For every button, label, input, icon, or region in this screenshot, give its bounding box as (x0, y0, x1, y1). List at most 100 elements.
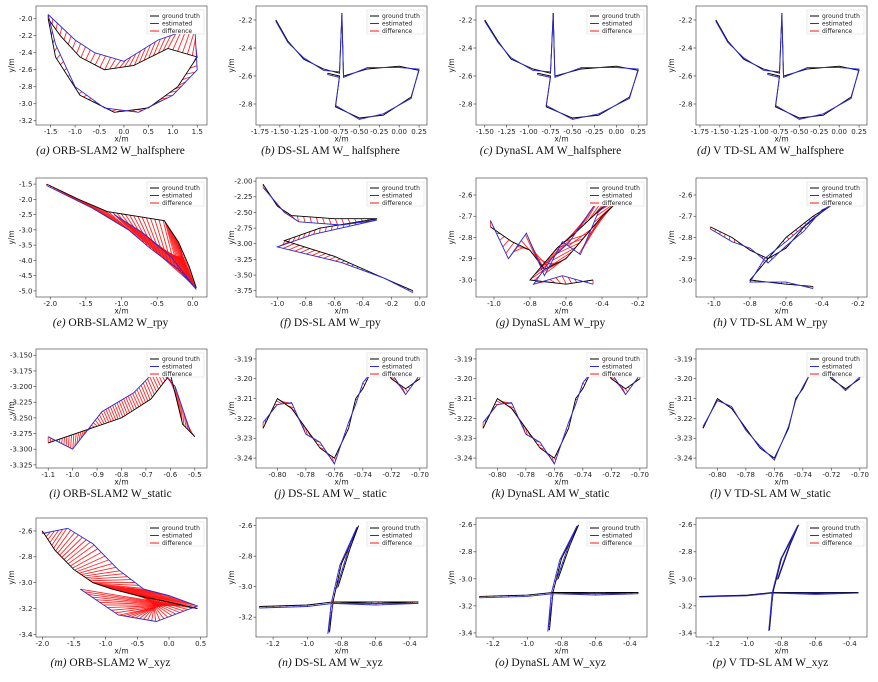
difference-segment (109, 406, 117, 421)
x-tick-label: -1.0 (707, 300, 721, 308)
y-axis-label: y/m (667, 230, 676, 244)
x-tick-label: -1.50 (271, 128, 289, 136)
caption-k: (k) DynaSL AM W_static (448, 488, 653, 500)
y-tick-label: -3.2 (19, 117, 33, 125)
difference-segment (499, 236, 505, 241)
legend-label-ground-truth: ground truth (822, 13, 860, 20)
difference-segment (45, 531, 51, 538)
x-tick-label: -0.2 (851, 300, 865, 308)
chart-panel-b: -1.75 -1.50 -1.25 -1.00 -0.75 -0.50 -0.25 0.00 0… (227, 0, 433, 163)
y-tick-label: -4.0 (19, 257, 33, 265)
y-tick-label: -3.22 (454, 415, 472, 423)
difference-segment (90, 579, 132, 582)
y-tick-label: -2.2 (459, 16, 473, 24)
difference-segment (129, 53, 137, 67)
x-axis-label: x/m (334, 478, 348, 487)
caption-text: V TD-SL AM W_rpy (729, 317, 828, 329)
y-axis-label: y/m (227, 570, 236, 584)
difference-segment (505, 242, 515, 254)
x-tick-label: -0.8 (775, 640, 789, 648)
x-tick-label: -0.4 (623, 640, 637, 648)
difference-segment (140, 385, 149, 402)
caption-text: DS-SL AM W_rpy (293, 317, 381, 329)
difference-segment (167, 33, 177, 49)
difference-segment (306, 249, 316, 255)
x-tick-label: -0.4 (843, 640, 857, 648)
difference-segment (341, 260, 345, 263)
difference-segment (76, 43, 81, 54)
legend-label-difference: difference (162, 540, 192, 547)
x-tick-label: -1.25 (731, 128, 749, 136)
x-tick-label: -1.0 (66, 471, 80, 479)
legend-label-ground-truth: ground truth (382, 185, 420, 192)
x-tick-label: -0.9 (90, 471, 104, 479)
x-tick-label: -1.00 (520, 128, 538, 136)
chart-panel-j: -0.80 -0.78 -0.76 -0.74 -0.72 -0.70 -3.19 -3.20… (227, 343, 433, 506)
x-tick-label: 0.0 (187, 300, 198, 308)
difference-segment (67, 435, 70, 448)
y-tick-label: -3.19 (454, 355, 472, 363)
x-tick-label: 0.25 (411, 128, 427, 136)
difference-segment (323, 254, 331, 259)
x-tick-label: -0.2 (631, 300, 645, 308)
caption-text: DynaSL AM W_rpy (512, 317, 606, 329)
caption-i: (i) ORB-SLAM2 W_static (8, 488, 213, 500)
difference-segment (121, 399, 128, 415)
x-tick-label: -0.72 (602, 471, 620, 479)
difference-segment (59, 27, 63, 36)
x-tick-label: -0.78 (737, 471, 755, 479)
x-tick-label: -1.0 (68, 128, 82, 136)
y-tick-label: -3.150 (10, 352, 33, 360)
trajectory-plot-k: -0.80 -0.78 -0.76 -0.74 -0.72 -0.70 -3.19 -3.20… (447, 348, 649, 487)
y-tick-label: -2.6 (459, 191, 473, 199)
trajectory-plot-e: -2.0 -1.5 -1.0 -0.5 0.0 -1.5 -2.0 -2.5 -3.0 -3.5 -… (7, 177, 208, 316)
x-tick-label: -1.00 (751, 128, 769, 136)
legend-label-difference: difference (382, 540, 412, 547)
difference-segment (61, 438, 63, 444)
x-tick-label: -1.0 (99, 640, 113, 648)
y-axis-label: y/m (667, 401, 676, 415)
caption-letter: (g) (495, 317, 510, 329)
difference-segment (114, 60, 122, 69)
y-tick-label: -3.2 (679, 602, 693, 610)
difference-segment (389, 376, 397, 381)
legend-label-difference: difference (162, 28, 192, 35)
legend-label-ground-truth: ground truth (162, 185, 200, 192)
x-tick-label: -1.2 (706, 640, 720, 648)
difference-segment (65, 541, 91, 563)
estimated-line (46, 185, 197, 290)
difference-segment (70, 548, 98, 567)
y-tick-label: -3.325 (10, 461, 33, 469)
difference-segment (114, 403, 121, 419)
x-tick-label: -0.72 (822, 471, 840, 479)
x-tick-label: -2.0 (35, 640, 49, 648)
x-tick-label: -0.8 (335, 640, 349, 648)
caption-l: (l) V TD-SL AM W_static (668, 488, 873, 500)
difference-segment (99, 55, 106, 68)
difference-segment (189, 65, 198, 69)
y-tick-label: -3.0 (239, 583, 253, 591)
difference-segment (296, 215, 299, 222)
difference-segment (132, 393, 140, 408)
y-axis-label: y/m (447, 401, 456, 415)
difference-segment (276, 400, 283, 405)
difference-segment (78, 91, 83, 94)
caption-g: (g) DynaSL AM W_rpy (448, 317, 653, 329)
caption-m: (m) ORB-SLAM2 W_xyz (8, 657, 213, 669)
difference-segment (539, 447, 545, 450)
difference-segment (169, 90, 177, 94)
x-tick-label: -0.70 (851, 471, 869, 479)
ground-truth-line (48, 373, 196, 444)
legend-label-difference: difference (822, 371, 852, 378)
difference-segment (105, 409, 112, 422)
y-tick-label: -2.4 (19, 49, 33, 57)
legend-label-estimated: estimated (382, 193, 412, 200)
difference-segment (609, 376, 617, 381)
caption-a: (a) ORB-SLAM2 W_halfsphere (8, 145, 213, 157)
x-tick-label: -0.80 (268, 471, 286, 479)
